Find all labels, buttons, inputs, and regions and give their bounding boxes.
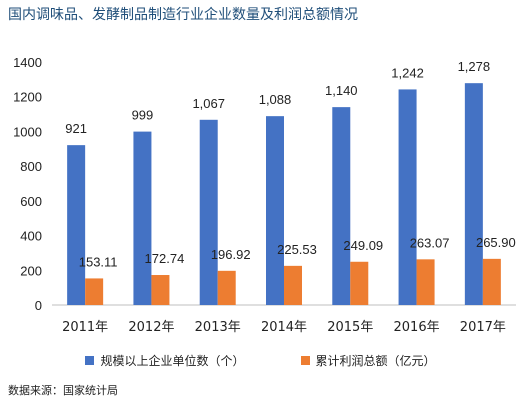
enterprise-count-bar — [464, 83, 483, 305]
y-tick-label: 400 — [20, 229, 42, 244]
profit-label: 172.74 — [145, 251, 185, 266]
y-tick-label: 1200 — [13, 90, 42, 105]
y-tick-label: 0 — [35, 298, 42, 313]
enterprise-count-bar — [332, 107, 351, 305]
x-tick-label: 2012年 — [128, 320, 174, 335]
profit-bar — [217, 270, 236, 305]
legend-label-enterprises: 规模以上企业单位数（个） — [100, 354, 245, 368]
x-tick-label: 2014年 — [261, 320, 307, 335]
profit-bar — [350, 261, 369, 305]
enterprise-count-label: 1,242 — [391, 65, 424, 80]
enterprise-count-bar — [67, 145, 86, 305]
profit-label: 196.92 — [211, 247, 251, 262]
x-tick-label: 2015年 — [327, 320, 373, 335]
data-source-note: 数据来源：国家统计局 — [8, 384, 118, 397]
enterprise-count-label: 1,088 — [259, 92, 292, 107]
profit-label: 265.90 — [476, 235, 516, 250]
profit-bar — [482, 258, 501, 305]
enterprise-count-bar — [266, 116, 284, 305]
y-tick-label: 1400 — [13, 55, 42, 70]
enterprise-count-bar — [199, 119, 218, 305]
x-tick-label: 2013年 — [195, 320, 241, 335]
profit-label: 153.11 — [79, 254, 118, 269]
y-tick-label: 800 — [20, 159, 42, 174]
enterprise-count-bar — [133, 131, 152, 305]
profit-bar — [151, 275, 170, 305]
legend-swatch-enterprises — [85, 356, 95, 365]
bar-chart: 0 200 400 600 800 1000 1200 1400 2011年 921 153.11 2… — [13, 55, 516, 335]
legend-item-enterprises: 规模以上企业单位数（个） — [85, 352, 245, 369]
profit-label: 263.07 — [410, 235, 450, 250]
x-tick-label: 2016年 — [394, 320, 440, 335]
x-tick-label: 2017年 — [460, 320, 506, 335]
enterprise-count-label: 1,278 — [458, 59, 491, 74]
profit-label: 225.53 — [277, 242, 317, 257]
y-tick-label: 1000 — [13, 124, 42, 139]
y-tick-label: 200 — [20, 263, 42, 278]
enterprise-count-label: 1,140 — [325, 83, 358, 98]
legend-swatch-profit — [300, 356, 310, 365]
profit-bar — [284, 265, 302, 305]
chart-title: 国内调味品、发酵制品制造行业企业数量及利润总额情况 — [8, 7, 358, 23]
legend-label-profit: 累计利润总额（亿元） — [315, 354, 436, 368]
y-tick-label: 600 — [20, 194, 42, 209]
x-tick-label: 2011年 — [62, 320, 108, 335]
legend-item-profit: 累计利润总额（亿元） — [300, 352, 436, 369]
profit-bar — [85, 278, 104, 305]
enterprise-count-bar — [398, 89, 417, 305]
chart-legend: 规模以上企业单位数（个） 累计利润总额（亿元） — [0, 352, 521, 369]
profit-label: 249.09 — [343, 238, 383, 253]
enterprise-count-label: 1,067 — [192, 96, 225, 111]
profit-bar — [416, 259, 435, 305]
enterprise-count-label: 999 — [132, 108, 154, 123]
enterprise-count-label: 921 — [65, 121, 87, 136]
